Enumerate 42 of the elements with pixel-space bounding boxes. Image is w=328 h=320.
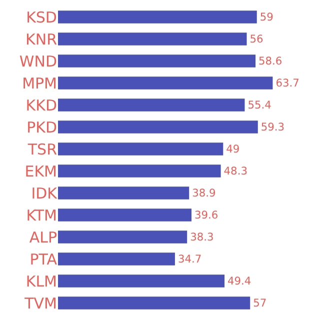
data-label: 56 xyxy=(250,32,264,46)
bar xyxy=(58,186,190,200)
y-tick-label: PTA xyxy=(30,250,58,268)
y-tick-label: IDK xyxy=(31,184,58,202)
bar xyxy=(58,98,245,112)
data-label: 34.7 xyxy=(178,252,202,266)
y-tick-label: PKD xyxy=(26,118,57,136)
data-label: 58.6 xyxy=(258,54,282,68)
y-tick-label: EKM xyxy=(24,162,57,180)
data-label: 39.6 xyxy=(194,208,218,222)
bar xyxy=(58,208,192,222)
y-tick-label: WND xyxy=(19,52,57,70)
y-tick-label: ALP xyxy=(29,228,57,246)
y-tick-label: TSR xyxy=(26,140,57,158)
data-label: 63.7 xyxy=(276,76,300,90)
bar xyxy=(58,10,257,24)
y-tick-label: MPM xyxy=(22,74,57,92)
y-tick-label: KLM xyxy=(26,272,57,290)
data-label: 38.9 xyxy=(192,186,216,200)
bar xyxy=(58,230,188,244)
data-label: 59.3 xyxy=(260,120,285,134)
data-label: 57 xyxy=(253,296,267,310)
bar xyxy=(58,76,273,90)
data-label: 48.3 xyxy=(224,164,248,178)
data-label: 55.4 xyxy=(248,98,272,112)
bar xyxy=(58,32,247,46)
bar xyxy=(58,252,175,266)
bar xyxy=(58,296,250,310)
data-label: 38.3 xyxy=(190,230,214,244)
bar xyxy=(58,274,224,288)
data-label: 49 xyxy=(226,142,240,156)
data-label: 59 xyxy=(260,10,274,24)
bar xyxy=(58,54,256,68)
y-tick-label: KSD xyxy=(26,8,57,26)
y-tick-label: KTM xyxy=(26,206,57,224)
data-label: 49.4 xyxy=(228,274,252,288)
y-tick-label: KNR xyxy=(26,30,57,48)
bar xyxy=(58,142,224,156)
y-tick-label: TVM xyxy=(24,294,57,312)
bar xyxy=(58,120,258,134)
bar xyxy=(58,164,221,178)
y-tick-label: KKD xyxy=(26,96,57,114)
